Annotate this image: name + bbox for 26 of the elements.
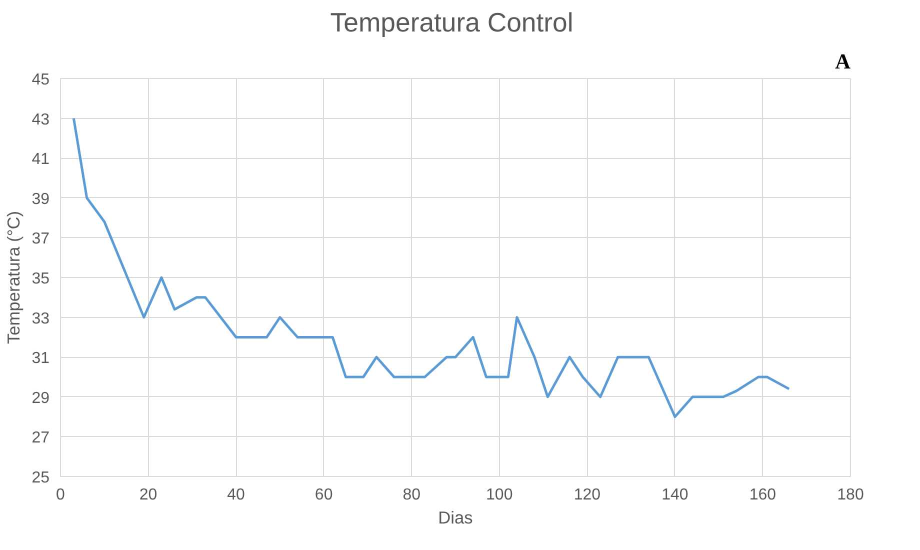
x-tick-label: 0 (56, 486, 66, 504)
x-tick-label: 160 (749, 486, 776, 504)
y-tick-label: 35 (32, 270, 50, 288)
x-tick-label: 100 (486, 486, 513, 504)
x-tick-label: 60 (314, 486, 333, 504)
x-tick-label: 80 (402, 486, 421, 504)
chart-title: Temperatura Control (330, 8, 574, 38)
x-axis-title: Dias (438, 508, 474, 528)
x-tick-label: 20 (139, 486, 158, 504)
y-tick-label: 37 (32, 230, 50, 248)
y-tick-label: 41 (32, 151, 50, 168)
x-tick-label: 120 (574, 486, 601, 504)
y-tick-label: 25 (32, 470, 50, 486)
y-tick-label: 39 (32, 190, 50, 208)
y-tick-label: 29 (32, 390, 50, 407)
y-tick-label: 43 (32, 111, 50, 128)
line-series (72, 117, 790, 418)
y-tick-label: 45 (32, 72, 50, 88)
y-tick-label: 27 (32, 430, 50, 447)
y-tick-label: 33 (32, 310, 50, 328)
y-axis-title: Temperatura (°C) (4, 210, 24, 344)
x-tick-label: 140 (662, 486, 688, 504)
x-tick-label: 40 (227, 486, 246, 504)
x-tick-label: 180 (837, 486, 864, 504)
text: A (835, 50, 852, 74)
y-tick-label: 31 (32, 350, 50, 368)
